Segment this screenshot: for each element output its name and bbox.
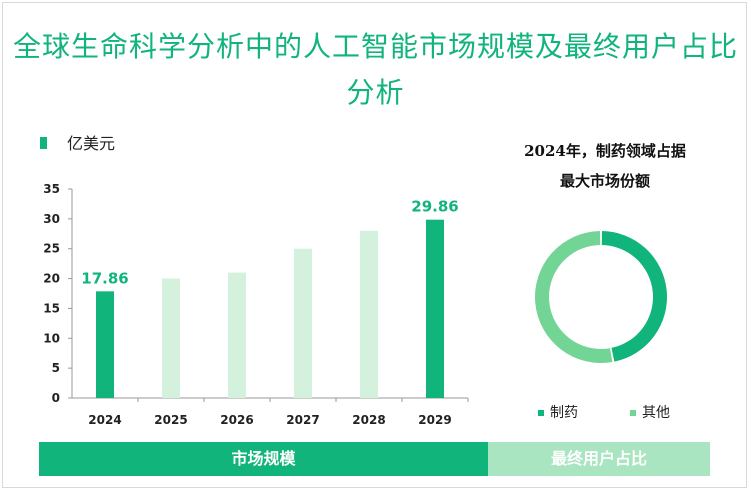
pie-legend-swatch-other <box>630 410 636 416</box>
y-tick-label: 15 <box>43 301 60 315</box>
pie-legend-item-pharma: 制药 <box>538 402 578 422</box>
pie-legend-label-other: 其他 <box>642 405 670 421</box>
pie-legend-item-other: 其他 <box>630 402 670 422</box>
unit-legend-swatch <box>40 137 47 149</box>
x-tick-label-2026: 2026 <box>220 413 253 427</box>
y-tick-label: 30 <box>43 212 60 226</box>
bar-2029 <box>426 219 444 398</box>
unit-legend-label: 亿美元 <box>67 134 116 153</box>
data-label-2024: 17.86 <box>81 269 128 287</box>
pie-legend-label-pharma: 制药 <box>550 405 578 421</box>
bar-2025 <box>162 278 180 398</box>
bar-2024 <box>96 291 114 398</box>
x-tick-label-2029: 2029 <box>418 413 451 427</box>
bar-2028 <box>360 230 378 398</box>
pie-title-line-1: 2024年，制药领域占据 <box>524 142 686 160</box>
bar-2026 <box>228 272 246 398</box>
y-tick-label: 5 <box>52 361 60 375</box>
y-tick-label: 35 <box>43 182 60 196</box>
page-title: 全球生命科学分析中的人工智能市场规模及最终用户占比分析 <box>12 30 738 109</box>
tab-market-size: 市场规模 <box>39 442 488 476</box>
y-tick-label: 20 <box>43 272 60 286</box>
tab-end-user-share-label: 最终用户占比 <box>550 449 647 468</box>
x-tick-label-2025: 2025 <box>154 413 187 427</box>
pie-chart-title: 2024年，制药领域占据 最大市场份额 <box>490 136 720 196</box>
donut-slice-0 <box>601 231 667 362</box>
donut-slice-1 <box>534 231 613 364</box>
pie-title-line-2: 最大市场份额 <box>559 172 650 190</box>
y-tick-label: 25 <box>43 242 60 256</box>
x-tick-label-2028: 2028 <box>352 413 385 427</box>
tab-market-size-label: 市场规模 <box>231 449 296 468</box>
x-tick-label-2027: 2027 <box>286 413 319 427</box>
y-tick-label: 0 <box>52 391 60 405</box>
bar-2027 <box>294 248 312 398</box>
tab-end-user-share: 最终用户占比 <box>488 442 710 476</box>
data-label-2029: 29.86 <box>411 198 458 216</box>
pie-legend-swatch-pharma <box>538 410 544 416</box>
y-tick-label: 10 <box>43 331 60 345</box>
x-tick-label-2024: 2024 <box>88 413 121 427</box>
